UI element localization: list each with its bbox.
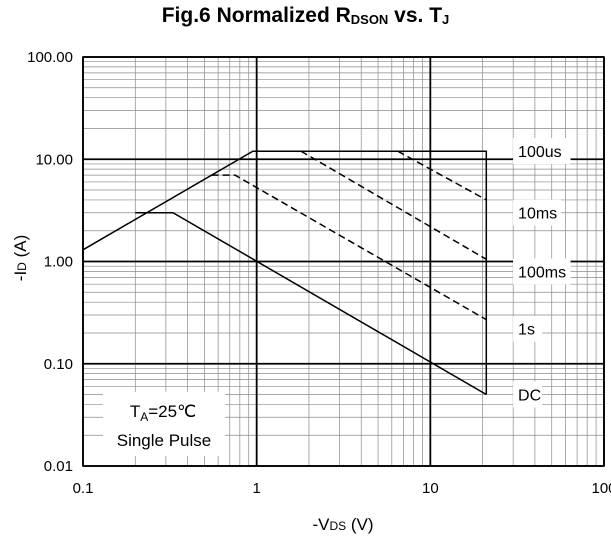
series-line-100ms [211, 174, 487, 321]
curve-label-100us: 100us [518, 144, 562, 161]
y-tick-label: 100.00 [27, 49, 73, 66]
series-line-10ms [300, 150, 487, 260]
x-tick-label: 100 [591, 480, 611, 497]
curve-label-10ms: 10ms [518, 206, 557, 223]
x-tick-label: 1 [252, 480, 260, 497]
series-line-1s [397, 150, 487, 201]
curve-label-dc: DC [518, 388, 541, 405]
x-axis-label: -VDS (V) [312, 515, 373, 534]
y-tick-label: 0.10 [44, 356, 73, 373]
series-line-100us [82, 150, 488, 395]
annotation-box: TA=25℃ Single Pulse [103, 392, 225, 456]
x-tick-labels: 0.1 1 10 100 [73, 480, 611, 497]
curve-label-bg [513, 258, 571, 285]
title-subscript-dson: DSON [350, 12, 389, 27]
curve-label-bg [513, 199, 562, 226]
series-layer [82, 150, 488, 396]
series-line-dc [135, 211, 487, 396]
curve-label-100ms: 100ms [518, 264, 566, 281]
y-tick-label: 0.01 [44, 458, 73, 475]
chart-title: Fig.6 Normalized RDSON vs. TJ [0, 4, 611, 28]
annotation-pulse: Single Pulse [117, 431, 212, 450]
curve-label-bg [513, 138, 571, 165]
title-subscript-j: J [442, 12, 450, 27]
y-tick-label: 10.00 [35, 151, 73, 168]
title-text-middle: vs. T [388, 4, 443, 27]
y-tick-labels: 0.01 0.10 1.00 10.00 100.00 [27, 49, 73, 475]
curve-label-1s: 1s [518, 322, 535, 339]
x-tick-label: 10 [422, 480, 439, 497]
annotation-temperature: TA=25℃ [130, 402, 196, 424]
y-tick-label: 1.00 [44, 254, 73, 271]
title-text: Fig.6 Normalized R [161, 4, 351, 27]
y-axis-label: -ID (A) [11, 235, 30, 281]
curve-label-bg [513, 315, 543, 342]
curve-label-bg [513, 381, 543, 408]
curve-labels: 100us 10ms 100ms 1s DC [513, 138, 571, 408]
plot-frame [82, 56, 605, 467]
x-tick-label: 0.1 [73, 480, 94, 497]
